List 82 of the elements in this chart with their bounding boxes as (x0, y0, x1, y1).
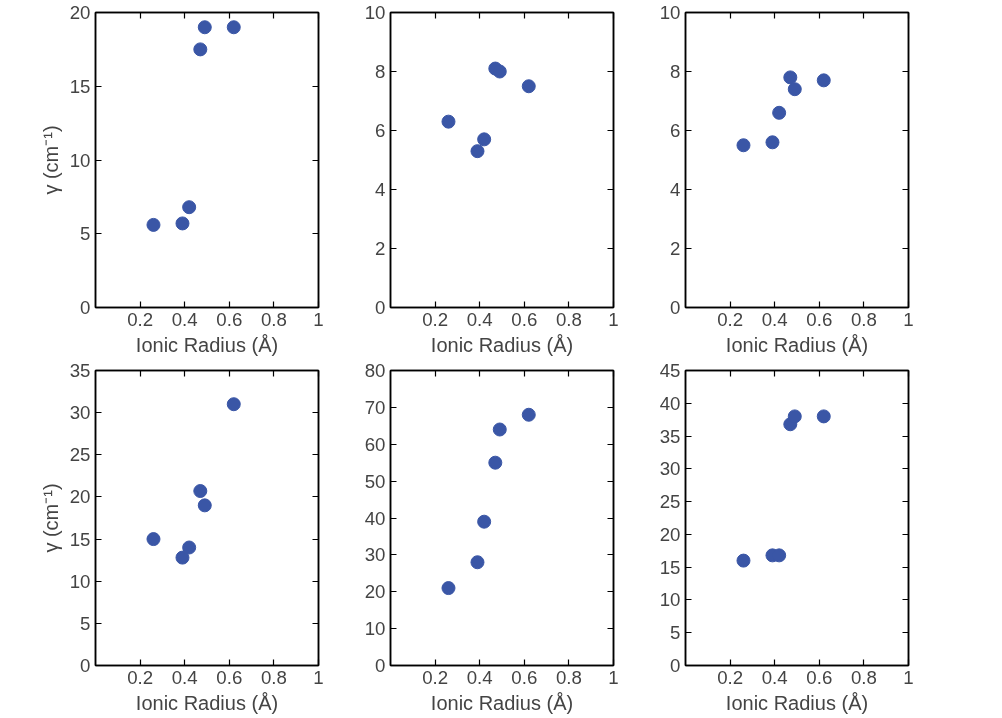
x-axis-title: Ionic Radius (Å) (725, 333, 869, 356)
y-tick-label: 0 (670, 297, 681, 318)
y-tick-label: 6 (670, 120, 681, 141)
y-tick-label: 0 (375, 297, 386, 318)
y-tick-label: 0 (375, 655, 386, 676)
x-tick-label: 0.6 (806, 666, 833, 688)
x-tick-label: 0.8 (260, 666, 287, 688)
x-tick-label: 0.2 (717, 666, 744, 688)
y-tick-label: 10 (69, 149, 91, 171)
y-tick-label: 30 (69, 402, 91, 424)
x-tick-label: 1 (903, 308, 914, 330)
y-tick-label: 35 (69, 360, 91, 381)
y-tick-label: 4 (670, 179, 681, 200)
y-tick-label: 5 (80, 223, 91, 245)
x-tick-label: 0.4 (466, 666, 493, 688)
y-tick-label: 5 (80, 612, 91, 634)
x-tick-label: 0.2 (717, 308, 744, 330)
y-tick-label: 10 (69, 570, 91, 592)
y-tick-label: 30 (364, 544, 386, 566)
x-tick-label: 0.6 (216, 666, 243, 688)
x-tick-label: 0.8 (850, 666, 877, 688)
y-tick-label: 20 (659, 523, 681, 545)
y-tick-label: 50 (364, 470, 386, 492)
y-tick-label: 20 (69, 2, 91, 23)
y-tick-label: 0 (80, 655, 91, 676)
y-tick-label: 10 (364, 618, 386, 640)
y-tick-label: 40 (659, 392, 681, 414)
x-tick-label: 0.2 (422, 666, 449, 688)
y-tick-label: 30 (659, 458, 681, 480)
x-tick-label: 1 (313, 308, 324, 330)
x-tick-label: 0.4 (761, 666, 788, 688)
y-tick-label: 20 (364, 581, 386, 603)
y-tick-label: 15 (69, 75, 91, 97)
y-tick-label: 4 (375, 179, 386, 200)
y-tick-label: 2 (670, 238, 681, 259)
y-tick-label: 10 (659, 2, 681, 23)
y-tick-label: 35 (659, 425, 681, 447)
x-tick-label: 1 (903, 666, 914, 688)
x-tick-label: 0.4 (171, 308, 198, 330)
x-tick-label: 0.6 (511, 308, 538, 330)
y-axis-title: γ (cm⁻¹) (39, 125, 62, 195)
x-tick-label: 0.4 (466, 308, 493, 330)
x-tick-label: 0.8 (850, 308, 877, 330)
y-tick-label: 25 (659, 491, 681, 513)
y-tick-label: 8 (375, 61, 386, 82)
x-tick-label: 0.8 (555, 666, 582, 688)
x-tick-label: 0.6 (216, 308, 243, 330)
y-tick-label: 10 (364, 2, 386, 23)
x-tick-label: 1 (608, 666, 619, 688)
x-tick-label: 0.2 (127, 666, 154, 688)
y-tick-label: 2 (375, 238, 386, 259)
x-axis-title: Ionic Radius (Å) (725, 691, 869, 714)
x-tick-label: 0.8 (555, 308, 582, 330)
x-tick-label: 0.2 (422, 308, 449, 330)
y-tick-label: 6 (375, 120, 386, 141)
y-tick-label: 15 (659, 556, 681, 578)
y-tick-label: 15 (69, 528, 91, 550)
y-tick-label: 10 (659, 589, 681, 611)
x-tick-label: 1 (608, 308, 619, 330)
x-tick-label: 0.2 (127, 308, 154, 330)
x-tick-label: 1 (313, 666, 324, 688)
x-axis-title: Ionic Radius (Å) (430, 333, 574, 356)
y-tick-label: 45 (659, 360, 681, 381)
y-tick-label: 70 (364, 396, 386, 418)
y-tick-label: 0 (670, 655, 681, 676)
y-tick-label: 40 (364, 507, 386, 529)
x-tick-label: 0.6 (806, 308, 833, 330)
x-axis-title: Ionic Radius (Å) (430, 691, 574, 714)
x-axis-title: Ionic Radius (Å) (135, 691, 279, 714)
y-tick-label: 25 (69, 444, 91, 466)
x-tick-label: 0.8 (260, 308, 287, 330)
x-tick-label: 0.6 (511, 666, 538, 688)
y-tick-label: 80 (364, 360, 386, 381)
x-tick-label: 0.4 (761, 308, 788, 330)
y-tick-label: 20 (69, 486, 91, 508)
y-tick-label: 5 (670, 622, 681, 644)
y-tick-label: 60 (364, 433, 386, 455)
x-tick-label: 0.4 (171, 666, 198, 688)
y-tick-label: 0 (80, 297, 91, 318)
y-tick-label: 8 (670, 61, 681, 82)
y-axis-title: γ (cm⁻¹) (39, 483, 62, 553)
x-axis-title: Ionic Radius (Å) (135, 333, 279, 356)
